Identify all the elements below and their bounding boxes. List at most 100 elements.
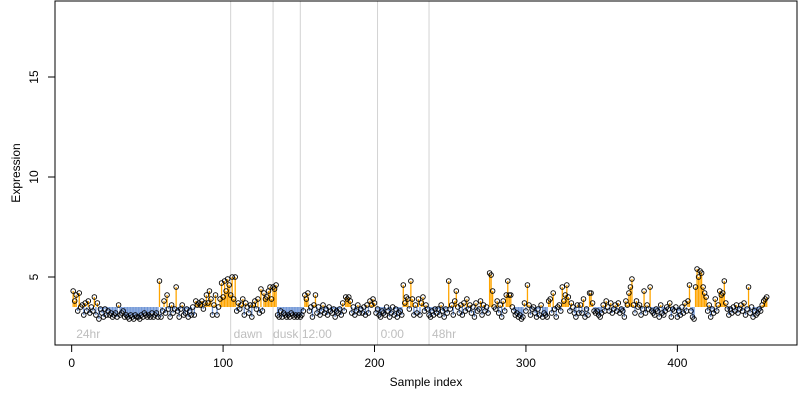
data-point xyxy=(227,292,234,298)
data-point xyxy=(498,314,505,320)
data-point xyxy=(74,308,81,314)
data-point xyxy=(365,310,372,316)
data-point xyxy=(415,296,422,302)
data-point xyxy=(745,284,752,290)
data-point xyxy=(424,306,431,312)
data-point xyxy=(264,294,270,300)
data-point xyxy=(90,308,96,314)
data-point xyxy=(206,288,213,294)
data-point xyxy=(492,306,499,312)
data-point xyxy=(603,298,609,304)
data-point xyxy=(417,312,423,318)
data-point xyxy=(530,304,537,310)
data-point xyxy=(495,310,502,316)
data-point xyxy=(476,306,482,312)
data-point xyxy=(703,294,709,300)
data-point xyxy=(641,288,647,294)
data-point xyxy=(685,298,691,304)
data-point xyxy=(203,292,210,298)
data-point xyxy=(220,294,226,300)
data-point xyxy=(226,282,232,288)
data-point xyxy=(747,310,753,316)
data-point xyxy=(453,288,460,294)
data-point xyxy=(489,288,496,294)
data-point xyxy=(550,290,556,296)
data-point xyxy=(374,306,381,312)
data-point xyxy=(338,312,344,318)
data-point xyxy=(459,312,466,318)
data-point xyxy=(402,300,408,306)
data-point xyxy=(679,304,685,310)
data-point xyxy=(445,278,452,284)
data-point xyxy=(406,306,413,312)
data-point xyxy=(444,310,450,316)
data-point xyxy=(721,278,728,284)
data-point xyxy=(461,300,467,306)
data-point xyxy=(315,304,322,310)
section-label: 24hr xyxy=(76,327,100,341)
data-point xyxy=(673,304,679,310)
data-point xyxy=(355,302,361,308)
data-point xyxy=(96,316,102,322)
data-point xyxy=(583,306,590,312)
data-point xyxy=(553,314,559,320)
data-point xyxy=(577,302,584,308)
data-point xyxy=(505,278,511,284)
data-point xyxy=(715,302,722,308)
data-point xyxy=(155,314,161,320)
data-point xyxy=(706,302,712,308)
data-point xyxy=(267,284,273,290)
data-point xyxy=(524,282,531,288)
data-point xyxy=(205,300,211,306)
data-point xyxy=(215,304,222,310)
data-point xyxy=(115,302,122,308)
data-point xyxy=(339,300,346,306)
y-axis-label: Expression xyxy=(9,143,23,202)
data-point xyxy=(202,300,208,306)
data-point xyxy=(382,312,388,318)
data-point xyxy=(350,304,357,310)
data-point xyxy=(494,298,500,304)
data-point xyxy=(741,300,747,306)
data-point xyxy=(544,314,550,320)
data-point xyxy=(332,314,338,320)
data-point xyxy=(621,314,628,320)
data-point xyxy=(700,284,706,290)
data-point xyxy=(435,306,441,312)
data-point xyxy=(757,308,764,314)
data-point xyxy=(559,284,566,290)
data-point xyxy=(240,296,246,302)
data-point xyxy=(642,310,649,316)
data-point xyxy=(607,300,614,306)
data-point xyxy=(585,312,591,318)
data-point xyxy=(483,304,490,310)
data-point xyxy=(441,314,447,320)
data-point xyxy=(600,302,606,308)
data-point xyxy=(638,312,644,318)
data-point xyxy=(238,302,245,308)
data-point xyxy=(688,308,694,314)
data-point xyxy=(470,304,476,310)
data-point xyxy=(656,314,662,320)
data-point xyxy=(420,294,426,300)
data-point xyxy=(629,276,635,282)
data-point xyxy=(742,312,749,318)
data-point xyxy=(626,290,632,296)
data-point xyxy=(168,302,175,308)
data-point xyxy=(479,312,485,318)
data-point xyxy=(521,300,528,306)
data-point xyxy=(538,302,544,308)
data-point xyxy=(636,302,643,308)
data-point xyxy=(229,274,235,280)
data-point xyxy=(630,302,637,308)
data-point xyxy=(471,314,478,320)
data-point xyxy=(620,308,626,314)
x-tick-label: 400 xyxy=(667,356,687,370)
data-point xyxy=(190,304,196,310)
data-point xyxy=(212,292,219,298)
data-point xyxy=(173,284,179,290)
data-point xyxy=(76,290,82,296)
data-point xyxy=(164,292,170,298)
